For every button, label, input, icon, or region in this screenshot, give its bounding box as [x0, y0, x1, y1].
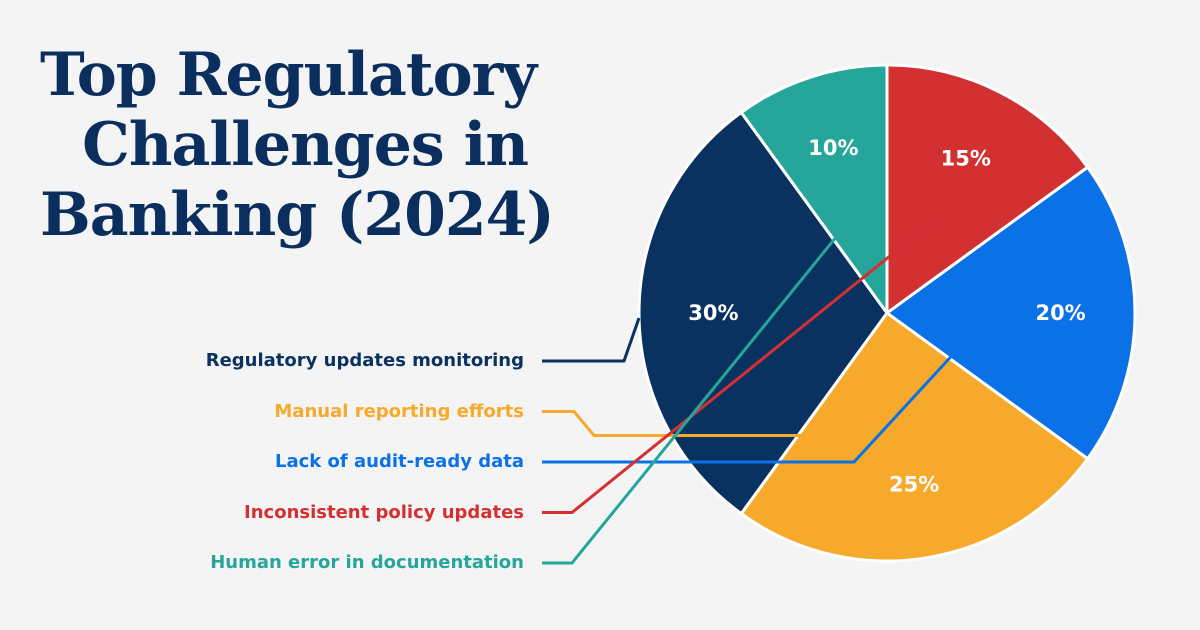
slice-labels: 15% 20% 25% 30% 10% — [688, 136, 1085, 497]
legend-item-inconsistent-policy-updates: Inconsistent policy updates — [244, 501, 524, 523]
slice-value-label-manual-reporting-efforts: 25% — [889, 472, 939, 496]
pie-slice-manual-reporting-efforts — [739, 311, 1090, 563]
slice-value-label-inconsistent-policy-updates: 15% — [941, 146, 991, 170]
legend-item-manual-reporting-efforts: Manual reporting efforts — [274, 400, 524, 422]
pie-slice-regulatory-updates-monitoring — [637, 110, 889, 516]
pie-slice-human-error-in-documentation — [739, 63, 889, 315]
leader-line-manual-reporting-efforts — [542, 410, 874, 437]
slice-value-label-human-error-in-documentation: 10% — [808, 136, 858, 160]
pie-slice-inconsistent-policy-updates — [885, 63, 1090, 315]
title-line-2: Challenges in — [82, 110, 529, 180]
legend-item-regulatory-updates-monitoring: Regulatory updates monitoring — [205, 350, 524, 371]
leader-line-human-error-in-documentation — [542, 212, 856, 565]
slice-value-label-lack-of-audit-ready-data: 20% — [1035, 301, 1085, 325]
pie-slice-lack-of-audit-ready-data — [885, 165, 1137, 461]
legend-item-lack-of-audit-ready-data: Lack of audit-ready data — [275, 451, 524, 472]
legend-leader-lines — [542, 212, 993, 565]
leader-line-inconsistent-policy-updates — [542, 219, 936, 514]
legend-item-human-error-in-documentation: Human error in documentation — [210, 552, 524, 573]
page-title: Top Regulatory Challenges in Banking (20… — [40, 40, 555, 250]
leader-line-regulatory-updates-monitoring — [542, 317, 641, 363]
title-line-1: Top Regulatory — [40, 40, 537, 110]
leader-line-lack-of-audit-ready-data — [542, 311, 993, 464]
slice-value-label-regulatory-updates-monitoring: 30% — [688, 301, 738, 325]
pie-slices — [637, 63, 1137, 563]
title-line-3: Banking (2024) — [40, 180, 555, 250]
